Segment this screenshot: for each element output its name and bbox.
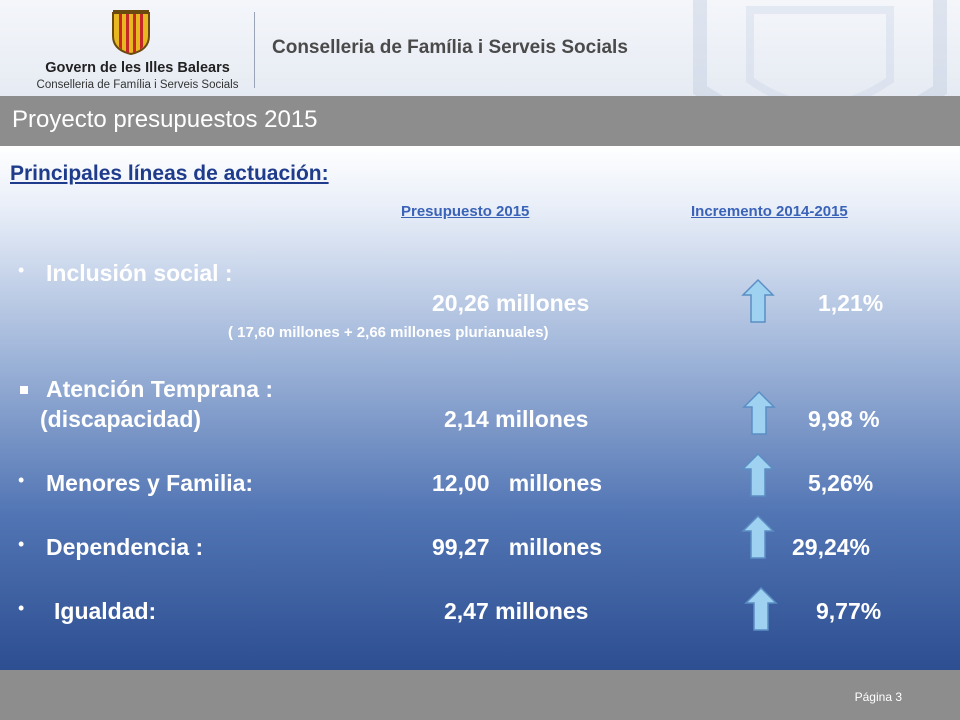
increase-dependencia: 29,24% xyxy=(792,534,871,560)
up-arrow-icon xyxy=(741,514,775,559)
line-label-inclusion: Inclusión social : xyxy=(46,260,233,286)
section-title: Principales líneas de actuación: xyxy=(10,162,329,185)
amount-dependencia: 99,27 millones xyxy=(432,534,603,560)
bullet-dot: • xyxy=(18,260,25,280)
line-label-igualdad: Igualdad: xyxy=(54,598,157,624)
bullet-dot: • xyxy=(18,470,25,490)
amount-igualdad: 2,47 millones xyxy=(444,598,589,624)
title-bar: Proyecto presupuestos 2015 xyxy=(0,96,960,146)
column-header-budget: Presupuesto 2015 xyxy=(401,203,530,220)
bullet-square xyxy=(20,386,28,394)
department-name: Conselleria de Família i Serveis Socials xyxy=(272,37,628,58)
amount-atencion: 2,14 millones xyxy=(444,406,589,432)
amount-inclusion: 20,26 millones xyxy=(432,290,590,316)
amount-menores: 12,00 millones xyxy=(432,470,603,496)
bullet-dot: • xyxy=(18,534,25,554)
page-number: Página 3 xyxy=(854,690,902,704)
line-label-dependencia: Dependencia : xyxy=(46,534,204,560)
up-arrow-icon xyxy=(744,586,778,631)
note-inclusion: ( 17,60 millones + 2,66 millones plurian… xyxy=(228,324,549,341)
coat-of-arms-icon xyxy=(112,10,150,56)
up-arrow-icon xyxy=(741,278,775,323)
bullet-dot: • xyxy=(18,598,25,618)
header: Govern de les Illes Balears Conselleria … xyxy=(0,0,960,96)
increase-igualdad: 9,77% xyxy=(816,598,882,624)
line-label-atencion: Atención Temprana : xyxy=(46,376,274,402)
line-label-menores: Menores y Familia: xyxy=(46,470,254,496)
increase-menores: 5,26% xyxy=(808,470,874,496)
main-content: Principales líneas de actuación: Presupu… xyxy=(0,146,960,670)
increase-atencion: 9,98 % xyxy=(808,406,880,432)
footer: Página 3 xyxy=(0,670,960,720)
header-divider xyxy=(254,12,255,88)
increase-inclusion: 1,21% xyxy=(818,290,884,316)
column-header-increase: Incremento 2014-2015 xyxy=(691,203,848,220)
page-title: Proyecto presupuestos 2015 xyxy=(12,106,318,133)
logo-title: Govern de les Illes Balears xyxy=(45,60,230,76)
up-arrow-icon xyxy=(742,390,776,435)
government-logo: Govern de les Illes Balears Conselleria … xyxy=(30,10,245,91)
decorative-emblem-watermark xyxy=(693,0,947,96)
up-arrow-icon xyxy=(741,452,775,497)
line-sublabel-atencion: (discapacidad) xyxy=(40,406,202,432)
logo-subtitle: Conselleria de Família i Serveis Socials xyxy=(36,79,239,91)
